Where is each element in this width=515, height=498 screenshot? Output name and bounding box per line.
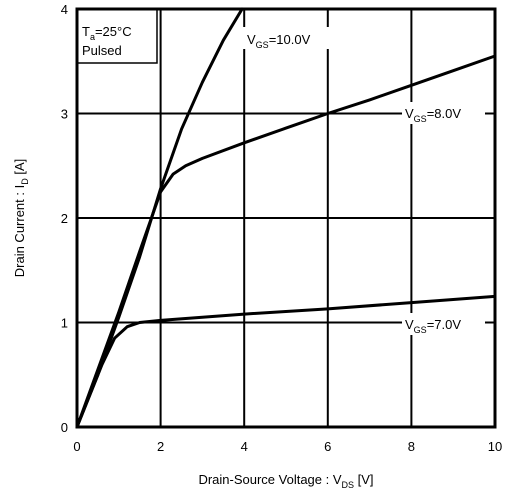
series-label-8v-rest: =8.0V: [427, 106, 462, 121]
series-label-10v-rest: =10.0V: [269, 32, 311, 47]
series-label-bg-8v: [402, 102, 485, 124]
series-curves: [75, 7, 497, 429]
x-axis-label-unit: [V]: [354, 472, 374, 487]
y-tick-labels: 0 1 2 3 4: [61, 2, 68, 435]
series-label-10v-main: V: [247, 32, 256, 47]
y-tick-label-2: 2: [61, 211, 68, 226]
y-axis-label-main: Drain Current : I: [12, 185, 27, 277]
condition-pulsed: Pulsed: [82, 43, 122, 58]
x-tick-label-5: 10: [488, 439, 502, 454]
series-label-bg-7v: [402, 313, 485, 335]
x-tick-label-0: 0: [73, 439, 80, 454]
x-tick-labels: 0 2 4 6 8 10: [73, 439, 502, 454]
x-tick-label-2: 4: [241, 439, 248, 454]
y-tick-label-4: 4: [61, 2, 68, 17]
series-line-2: [75, 294, 497, 429]
y-tick-label-3: 3: [61, 107, 68, 122]
y-tick-label-1: 1: [61, 316, 68, 331]
series-label-7v-main: V: [405, 317, 414, 332]
y-axis-label-unit: [A]: [12, 159, 27, 179]
condition-temperature: Ta=25°C: [82, 24, 132, 42]
x-axis-label-sub: DS: [342, 480, 355, 490]
y-axis-label: Drain Current : ID [A]: [12, 159, 30, 278]
x-tick-label-4: 8: [408, 439, 415, 454]
series-label-7v-sub: GS: [414, 325, 427, 335]
grid-lines: [77, 9, 495, 427]
condition-temperature-main: T: [82, 24, 90, 39]
x-tick-label-1: 2: [157, 439, 164, 454]
series-label-7v-rest: =7.0V: [427, 317, 462, 332]
plot-frame: [75, 7, 497, 429]
series-label-10v-sub: GS: [256, 40, 269, 50]
series-label-8v-main: V: [405, 106, 414, 121]
condition-temperature-rest: =25°C: [95, 24, 132, 39]
series-label-vgs-8v: VGS=8.0V: [405, 106, 461, 124]
series-label-vgs-10v: VGS=10.0V: [247, 32, 311, 50]
x-axis-label: Drain-Source Voltage : VDS [V]: [198, 472, 373, 490]
x-axis-label-main: Drain-Source Voltage : V: [198, 472, 341, 487]
series-label-8v-sub: GS: [414, 114, 427, 124]
y-tick-label-0: 0: [61, 420, 68, 435]
series-label-bg-10v: [243, 27, 329, 49]
series-line-1: [75, 54, 497, 429]
condition-temperature-sub: a: [90, 32, 95, 42]
y-axis-label-sub: D: [20, 178, 30, 185]
series-label-vgs-7v: VGS=7.0V: [405, 317, 461, 335]
x-tick-label-3: 6: [324, 439, 331, 454]
